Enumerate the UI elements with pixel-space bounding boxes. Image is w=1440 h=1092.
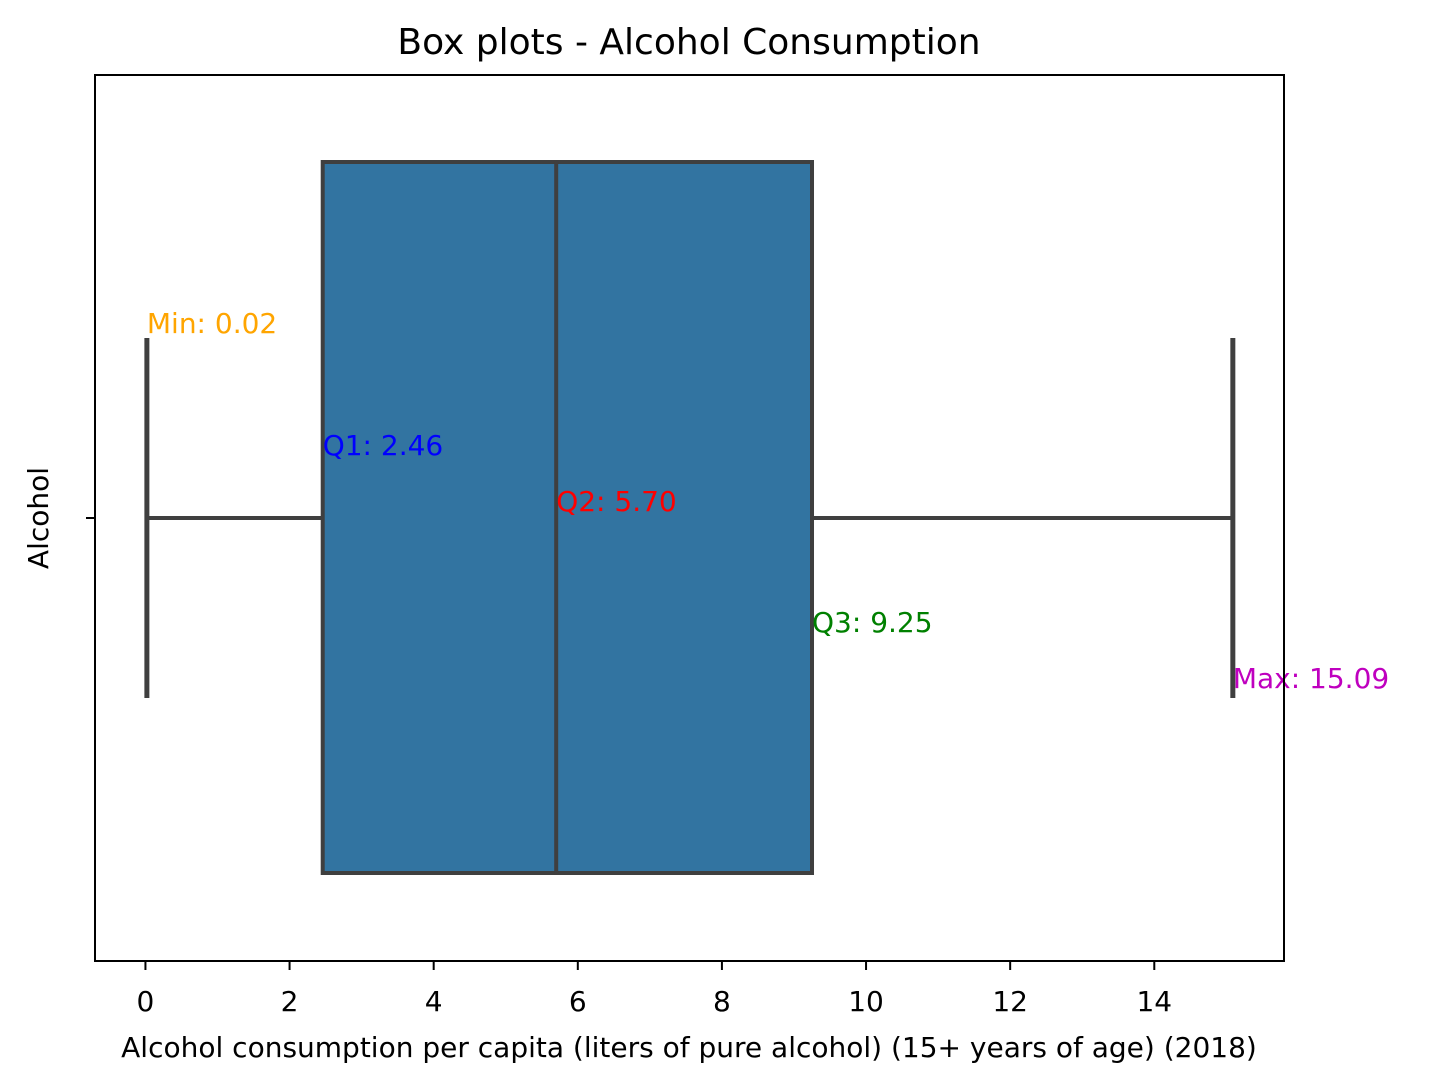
x-tick-label: 2	[281, 985, 299, 1018]
annotation-max-label: Max: 15.09	[1233, 662, 1389, 695]
y-axis-label: Alcohol	[22, 467, 55, 569]
x-tick-label: 4	[425, 985, 443, 1018]
annotation-q1-label: Q1: 2.46	[323, 429, 444, 462]
x-tick-label: 6	[569, 985, 587, 1018]
x-axis: 0 2 4 6 8 10 12 14	[137, 961, 1172, 1018]
chart-title: Box plots - Alcohol Consumption	[397, 22, 980, 63]
x-axis-label: Alcohol consumption per capita (liters o…	[121, 1031, 1257, 1064]
x-tick-label: 0	[137, 985, 155, 1018]
annotation-q2-label: Q2: 5.70	[556, 485, 677, 518]
x-tick-label: 8	[713, 985, 731, 1018]
annotation-min-label: Min: 0.02	[147, 307, 277, 340]
iqr-box	[320, 160, 815, 875]
annotation-q3-label: Q3: 9.25	[812, 606, 933, 639]
x-tick-label: 10	[848, 985, 884, 1018]
plot-area: Min: 0.02 Q1: 2.46 Q2: 5.70 Q3: 9.25 Max: 15…	[144, 160, 1389, 875]
x-tick-label: 12	[992, 985, 1028, 1018]
x-tick-label: 14	[1136, 985, 1172, 1018]
